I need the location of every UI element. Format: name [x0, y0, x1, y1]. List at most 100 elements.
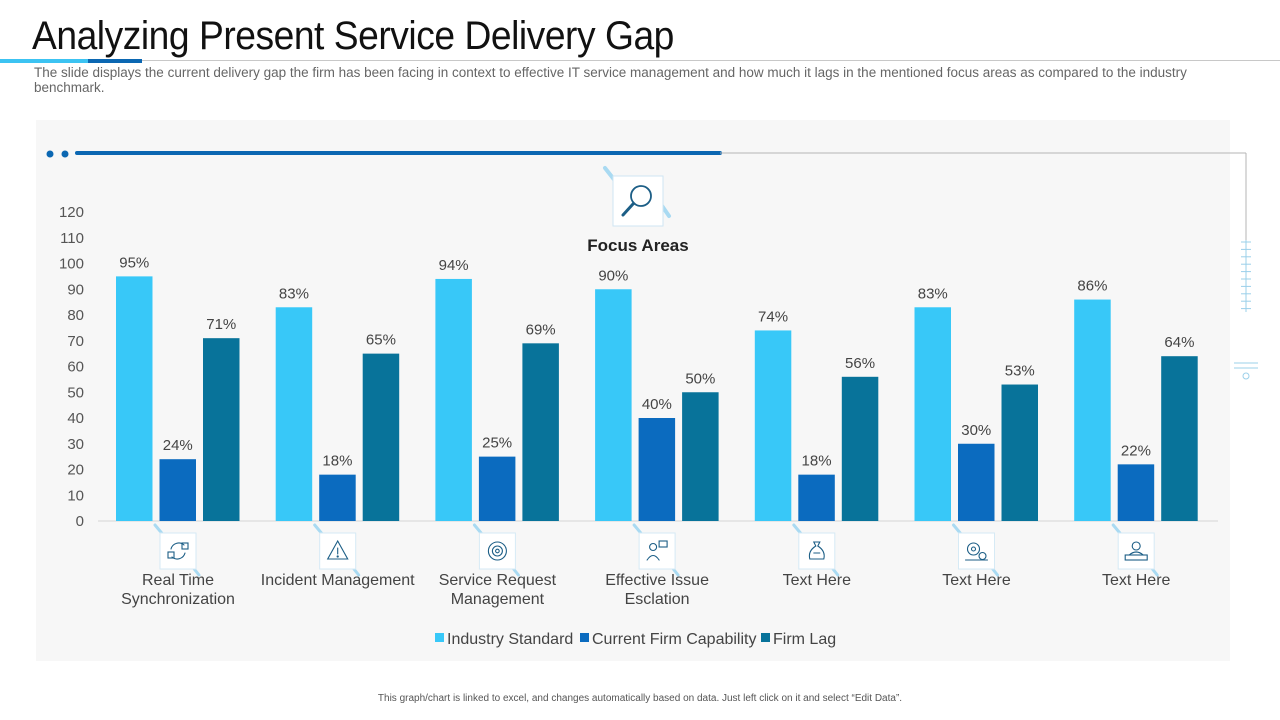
bar-data-labels: 95% 83% 94% 90% 74% 83% 86% 24% 18% 25% 40% 18% 30% 2…: [119, 254, 1194, 469]
icon-stroke: [1124, 554, 1148, 561]
bar-firm-lag: [1001, 384, 1038, 521]
icon-badge: [478, 532, 516, 570]
title-accent-dark: [88, 59, 142, 63]
title-accent-light: [0, 59, 88, 63]
bar-firm-lag: [362, 353, 400, 521]
bar-current-firm-capability: [798, 474, 835, 521]
category-label: Management: [451, 591, 545, 608]
y-tick-label: 90: [67, 281, 84, 298]
category-icons: [153, 523, 1159, 577]
icon-stroke: [658, 540, 668, 548]
bar-value-label: 24%: [163, 437, 193, 454]
page-subtitle: The slide displays the current delivery …: [34, 65, 1187, 95]
bar-industry-standard: [435, 278, 472, 521]
y-tick-label: 60: [67, 359, 84, 376]
bar-value-label: 86%: [1077, 278, 1107, 295]
chart-legend: Industry Standard Current Firm Capability…: [435, 631, 836, 648]
icon-stroke: [1128, 551, 1144, 556]
bar-value-label: 18%: [322, 453, 352, 470]
page-title: Analyzing Present Service Delivery Gap: [32, 14, 674, 58]
bar-value-label: 71%: [206, 316, 236, 333]
icon-badge: [638, 532, 676, 570]
bar-industry-standard: [1074, 299, 1111, 521]
bar-value-label: 40%: [642, 396, 672, 413]
bar-value-label: 18%: [802, 453, 832, 470]
bar-industry-standard: [595, 289, 632, 521]
focus-areas-badge: [603, 166, 671, 227]
service-request-icon: [472, 523, 520, 577]
y-tick-label: 120: [59, 204, 84, 221]
bar-industry-standard: [116, 276, 153, 521]
y-tick-label: 20: [67, 462, 84, 479]
bar-value-label: 83%: [918, 285, 948, 302]
focus-areas-label: Focus Areas: [587, 236, 688, 255]
icon-stroke: [495, 548, 500, 554]
bar-value-label: 94%: [439, 257, 469, 274]
category-label: Incident Management: [261, 572, 415, 589]
icon-badge: [1117, 532, 1155, 570]
bar-series: [116, 276, 1198, 521]
bar-current-firm-capability: [1117, 464, 1155, 521]
icon-stroke: [181, 542, 189, 550]
icon-stroke: [966, 542, 981, 556]
y-tick-label: 70: [67, 333, 84, 350]
y-tick-label: 50: [67, 384, 84, 401]
y-tick-label: 40: [67, 410, 84, 427]
y-tick-label: 10: [67, 487, 84, 504]
icon-stroke: [167, 551, 175, 559]
bar-value-label: 50%: [685, 370, 715, 387]
legend-label: Current Firm Capability: [592, 631, 756, 648]
gears-icon: [952, 523, 999, 577]
decorative-connector: [46, 150, 1258, 380]
bar-value-label: 65%: [366, 332, 396, 349]
bar-firm-lag: [203, 338, 240, 521]
legend-swatch: [580, 633, 589, 642]
bar-value-label: 56%: [845, 355, 875, 372]
y-tick-label: 100: [59, 256, 84, 273]
category-label: Service Request: [439, 572, 557, 589]
footnote: This graph/chart is linked to excel, and…: [377, 693, 903, 704]
bar-industry-standard: [754, 330, 792, 521]
bar-current-firm-capability: [319, 474, 356, 521]
bar-industry-standard: [275, 307, 313, 521]
category-label: Synchronization: [121, 591, 235, 608]
bar-firm-lag: [682, 392, 719, 521]
category-label: Text Here: [783, 572, 852, 589]
bar-value-label: 90%: [598, 267, 628, 284]
category-label: Text Here: [942, 572, 1011, 589]
bar-current-firm-capability: [478, 456, 516, 521]
bar-value-label: 64%: [1164, 334, 1194, 351]
bar-current-firm-capability: [958, 443, 995, 521]
bar-value-label: 53%: [1005, 363, 1035, 380]
category-label: Real Time: [142, 572, 214, 589]
bar-firm-lag: [1161, 356, 1198, 521]
title-divider: [0, 60, 1280, 61]
icon-stroke: [336, 555, 339, 558]
category-labels: Real Time Synchronization Incident Managem…: [121, 572, 1170, 608]
y-tick-label: 110: [60, 230, 84, 247]
legend-label: Industry Standard: [447, 631, 573, 648]
icon-badge: [798, 532, 836, 570]
bar-current-firm-capability: [638, 418, 676, 521]
icon-stroke: [970, 546, 977, 552]
legend-label: Firm Lag: [773, 631, 836, 648]
category-label: Esclation: [625, 591, 690, 608]
bar-industry-standard: [914, 307, 951, 521]
icon-badge: [958, 532, 995, 570]
y-tick-label: 0: [76, 513, 84, 530]
icon-stroke: [170, 542, 185, 550]
icon-stroke: [487, 541, 507, 561]
y-tick-label: 30: [67, 436, 84, 453]
bar-value-label: 25%: [482, 435, 512, 452]
category-label: Text Here: [1102, 572, 1171, 589]
person-desk-icon: [1111, 523, 1159, 577]
legend-swatch: [435, 633, 444, 642]
icon-badge: [159, 532, 197, 570]
icon-stroke: [491, 545, 503, 557]
y-axis-ticks: 0 10 20 30 40 50 60 70 80 90 100 110 120: [59, 204, 84, 530]
warning-icon: [313, 523, 361, 577]
bar-firm-lag: [522, 343, 559, 521]
icon-stroke: [649, 542, 658, 552]
category-label: Effective Issue: [605, 572, 709, 589]
